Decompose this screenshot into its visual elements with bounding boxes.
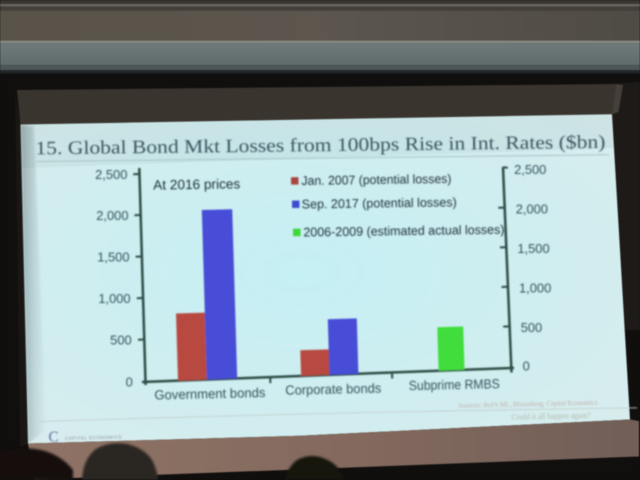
svg-text:Sources: BofA ML, Bloomberg, C: Sources: BofA ML, Bloomberg, Capital Eco… (458, 399, 597, 410)
svg-text:CAPITAL ECONOMICS: CAPITAL ECONOMICS (65, 435, 122, 441)
svg-text:Could it all happen again?: Could it all happen again? (511, 411, 590, 422)
svg-text:2006-2009 (estimated actual lo: 2006-2009 (estimated actual losses) (303, 223, 504, 240)
svg-text:At 2016 prices: At 2016 prices (153, 176, 240, 192)
svg-text:500: 500 (521, 320, 543, 335)
svg-text:0: 0 (523, 359, 530, 374)
svg-text:1,000: 1,000 (98, 291, 130, 306)
svg-text:Sep. 2017 (potential losses): Sep. 2017 (potential losses) (302, 195, 457, 211)
svg-text:2,000: 2,000 (516, 202, 548, 217)
svg-text:Corporate bonds: Corporate bonds (285, 381, 382, 398)
svg-text:Subprime RMBS: Subprime RMBS (409, 376, 500, 393)
svg-text:500: 500 (110, 333, 132, 348)
svg-text:C: C (48, 430, 58, 446)
svg-text:1,000: 1,000 (519, 281, 551, 296)
svg-text:2,000: 2,000 (96, 208, 128, 223)
svg-text:1,500: 1,500 (97, 250, 129, 265)
svg-text:2,500: 2,500 (514, 162, 546, 177)
svg-text:0: 0 (126, 375, 133, 390)
svg-text:Jan. 2007 (potential losses): Jan. 2007 (potential losses) (301, 172, 451, 188)
svg-text:Government bonds: Government bonds (154, 385, 266, 403)
svg-text:2,500: 2,500 (95, 167, 127, 182)
svg-text:1,500: 1,500 (517, 241, 549, 256)
